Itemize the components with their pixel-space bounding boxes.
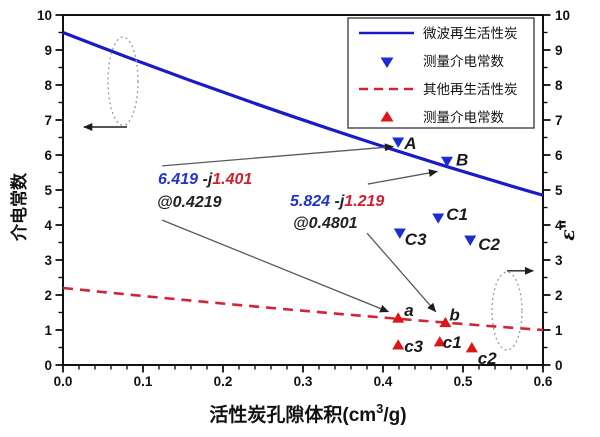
- point-label: C2: [478, 235, 500, 254]
- legend-label-3: 其他再生活性炭: [423, 82, 518, 97]
- x-tick-label: 0.1: [134, 374, 153, 389]
- series-line: [62, 286, 544, 332]
- point-label: A: [403, 134, 416, 153]
- point-label: B: [456, 150, 468, 169]
- y-right-tick-label: 1: [555, 323, 563, 338]
- data-point: [392, 312, 405, 323]
- y-left-tick-label: 0: [44, 358, 52, 373]
- y-right-tick-label: 7: [555, 113, 563, 128]
- x-tick-label: 0.4: [374, 374, 393, 389]
- legend-label-4: 测量介电常数: [423, 110, 504, 125]
- y-left-tick-label: 1: [44, 323, 52, 338]
- x-tick-label: 0.5: [454, 374, 473, 389]
- data-point: [392, 137, 405, 148]
- y-right-tick-label: 4: [555, 218, 563, 233]
- y-left-tick-label: 5: [44, 183, 52, 198]
- annotation-2-at: @0.4801: [293, 215, 358, 232]
- data-point: [433, 336, 446, 347]
- y-left-tick-label: 9: [44, 43, 52, 58]
- data-point: [441, 156, 453, 168]
- y-left-tick-label: 2: [44, 288, 52, 303]
- y-right-tick-label: 8: [555, 78, 563, 93]
- y-right-tick-label: 2: [555, 288, 563, 303]
- y-left-tick-label: 3: [44, 253, 52, 268]
- point-label: b: [449, 306, 459, 325]
- legend-box: [347, 17, 535, 129]
- data-point: [465, 342, 478, 353]
- annotation-arrow: [366, 232, 437, 313]
- plot-area: 0.0 0.1 0.2 0.3 0.4 0.5 0.60123456789100123456…: [37, 8, 570, 389]
- y-left-tick-label: 10: [37, 8, 52, 23]
- data-point: [464, 235, 477, 246]
- x-tick-label: 0.0: [54, 374, 73, 389]
- y-right-tick-label: 10: [555, 8, 570, 23]
- point-label: C3: [405, 230, 427, 249]
- data-point: [432, 213, 445, 224]
- legend-label-1: 微波再生活性炭: [423, 26, 518, 41]
- y-left-tick-label: 6: [44, 148, 52, 163]
- point-label: c3: [404, 337, 423, 356]
- data-point: [439, 316, 452, 328]
- legend: 微波再生活性炭 测量介电常数 其他再生活性炭 测量介电常数: [347, 17, 535, 129]
- axis-indicator-ellipse: [107, 36, 139, 126]
- annotation-arrow: [162, 143, 394, 167]
- annotation-1: 6.419 -j1.401 @0.4219: [157, 171, 252, 211]
- x-tick-label: 0.2: [214, 374, 233, 389]
- x-tick-label: 0.3: [294, 374, 313, 389]
- y-right-tick-label: 3: [555, 253, 563, 268]
- y-right-tick-label: 6: [555, 148, 563, 163]
- data-point: [393, 228, 406, 239]
- data-point: [392, 339, 405, 350]
- y-right-tick-label: 5: [555, 183, 563, 198]
- point-label: a: [404, 301, 413, 320]
- legend-triangle-down-icon: [380, 57, 394, 68]
- legend-label-2: 测量介电常数: [423, 54, 504, 69]
- x-axis-label: 活性炭孔隙体积(cm3/g): [209, 401, 406, 426]
- y-right-tick-label: 0: [555, 358, 563, 373]
- y-left-tick-label: 7: [44, 113, 52, 128]
- annotation-2: 5.824 -j1.219 @0.4801: [290, 193, 384, 232]
- point-label: C1: [446, 205, 468, 224]
- point-label: c2: [478, 349, 497, 368]
- y-axis-label-left: 介电常数: [9, 172, 29, 242]
- annotation-arrow: [161, 219, 390, 313]
- series-line: [62, 31, 544, 197]
- axis-indicator-ellipse: [491, 271, 523, 351]
- annotation-arrow: [367, 169, 438, 185]
- point-label: c1: [443, 333, 462, 352]
- annotation-1-value: 6.419 -j1.401: [158, 171, 252, 188]
- y-axis-label-right: ε": [557, 219, 579, 240]
- legend-triangle-up-icon: [380, 111, 394, 122]
- annotation-2-value: 5.824 -j1.219: [290, 193, 384, 210]
- x-tick-label: 0.6: [534, 374, 553, 389]
- annotation-1-at: @0.4219: [157, 194, 222, 211]
- y-left-tick-label: 4: [44, 218, 52, 233]
- y-left-tick-label: 8: [44, 78, 52, 93]
- y-right-tick-label: 9: [555, 43, 563, 58]
